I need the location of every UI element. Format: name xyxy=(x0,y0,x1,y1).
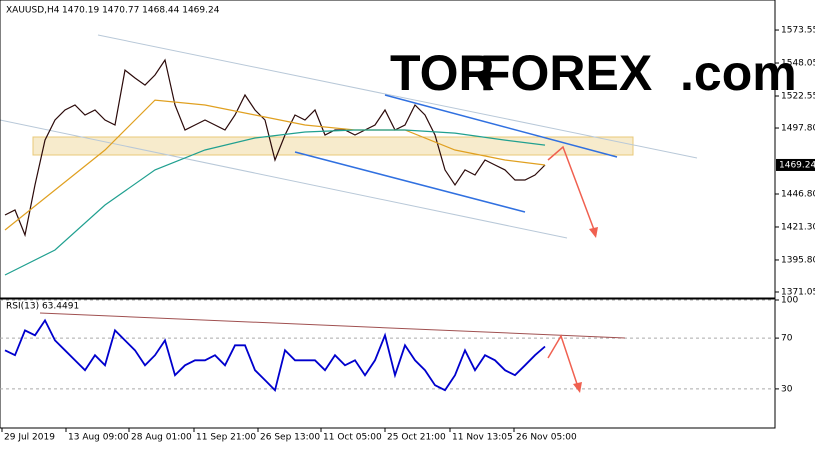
x-tick-label: 26 Nov 05:00 xyxy=(516,433,577,443)
arrow-head xyxy=(573,382,582,393)
series-line xyxy=(4,129,546,276)
y-tick-label: 1395.80 xyxy=(781,255,815,265)
rsi-panel: 100 70 30 29 Jul 2019 13 Aug 09:00 28 Aug 01:… xyxy=(0,296,798,443)
x-tick-label: 29 Jul 2019 xyxy=(4,433,55,443)
series-line xyxy=(4,318,546,392)
arrow-head xyxy=(589,227,598,238)
channel-line xyxy=(97,34,698,159)
last-price-box xyxy=(776,158,815,171)
channel-line xyxy=(0,119,568,239)
rsi-trend-line xyxy=(39,312,626,339)
trend-line xyxy=(384,94,618,158)
y-tick-label: 1421.30 xyxy=(781,222,815,232)
x-tick-label: 13 Aug 09:00 xyxy=(68,433,129,443)
series-line xyxy=(4,58,546,238)
x-tick-label: 11 Sep 21:00 xyxy=(196,433,256,443)
symbol-label: XAUUSD,H4 xyxy=(6,6,60,16)
logo-tor: TOR xyxy=(390,45,495,101)
y-tick-label: 1548.05 xyxy=(781,59,815,69)
logo-com: .com xyxy=(680,45,797,101)
y-tick-label: 1446.80 xyxy=(781,189,815,199)
x-tick-label: 28 Aug 01:00 xyxy=(131,433,192,443)
y-tick-label: 1497.80 xyxy=(781,124,815,134)
price-panel: 1573.55 1548.05 1522.55 1497.80 1446.80 1421.… xyxy=(0,0,815,299)
y-tick-label: 30 xyxy=(781,384,793,394)
last-price-label: 1469.24 xyxy=(779,160,815,170)
rsi-forecast-arrow xyxy=(547,334,580,391)
y-tick-label: 1371.05 xyxy=(781,287,815,297)
x-tick-label: 11 Nov 13:05 xyxy=(452,433,513,443)
x-tick-label: 25 Oct 21:00 xyxy=(387,433,446,443)
resistance-zone xyxy=(32,136,634,156)
y-tick-label: 100 xyxy=(781,296,798,306)
trend-line xyxy=(294,151,526,213)
panel-frame xyxy=(0,298,776,429)
rsi-label: RSI(13) 63.4491 xyxy=(6,302,79,312)
y-tick-label: 1522.55 xyxy=(781,92,815,102)
x-tick-label: 26 Sep 13:00 xyxy=(260,433,320,443)
y-tick-label: 70 xyxy=(781,334,793,344)
panel-frame xyxy=(0,0,776,299)
forecast-arrow xyxy=(547,145,597,236)
x-tick-label: 11 Oct 05:00 xyxy=(323,433,382,443)
series-line xyxy=(4,99,546,231)
y-tick-label: 1573.55 xyxy=(781,26,815,36)
logo-forex: FOREX xyxy=(480,45,652,101)
ohlc-label: 1470.19 1470.77 1468.44 1469.24 xyxy=(62,6,220,16)
